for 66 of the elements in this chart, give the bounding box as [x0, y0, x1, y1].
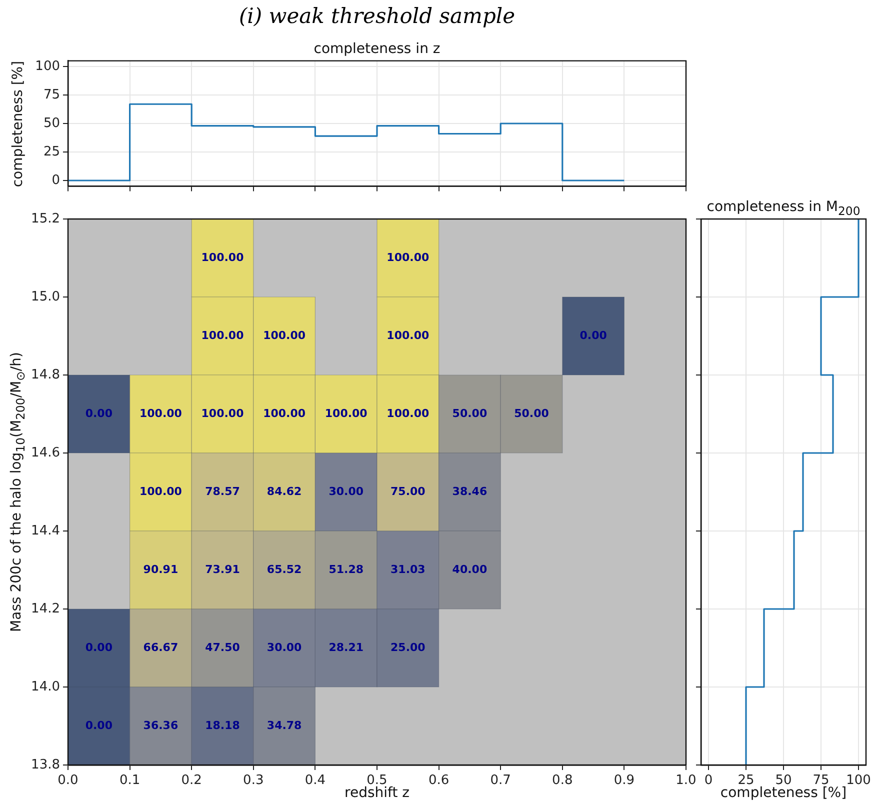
data-label: 0.00 — [85, 406, 113, 420]
data-label: 34.78 — [266, 718, 302, 732]
y-tick-label: 15.0 — [31, 289, 60, 304]
data-label: 100.00 — [263, 406, 306, 420]
y-tick-label: 100 — [35, 58, 60, 74]
data-label: 0.00 — [580, 328, 608, 342]
data-label: 73.91 — [205, 562, 240, 576]
chart-title: completeness in M$_{200}$ — [706, 199, 860, 218]
data-label: 36.36 — [143, 718, 178, 732]
y-tick-label: 14.2 — [31, 601, 60, 616]
data-label: 90.91 — [143, 562, 178, 576]
x-tick-label: 0.1 — [119, 773, 140, 788]
data-label: 100.00 — [386, 406, 430, 420]
data-label: 25.00 — [390, 640, 426, 654]
data-label: 100.00 — [201, 250, 244, 264]
data-label: 50.00 — [452, 406, 488, 420]
x-tick-label: 0.3 — [243, 773, 264, 788]
y-tick-label: 13.8 — [31, 757, 60, 772]
x-tick-label: 0.9 — [614, 773, 635, 788]
x-tick-label: 0.2 — [181, 773, 202, 788]
y-tick-label: 14.8 — [31, 367, 60, 382]
data-label: 66.67 — [143, 640, 178, 654]
y-tick-label: 25 — [43, 144, 60, 160]
data-label: 78.57 — [205, 484, 240, 498]
data-label: 100.00 — [139, 484, 182, 498]
x-tick-label: 0.7 — [490, 773, 511, 788]
y-tick-label: 14.0 — [31, 679, 60, 694]
chart-title: (i) weak threshold sample — [238, 4, 516, 28]
y-tick-label: 15.2 — [31, 211, 60, 226]
y-tick-label: 14.4 — [31, 523, 60, 538]
y-tick-label: 50 — [43, 116, 60, 131]
data-label: 75.00 — [390, 484, 426, 498]
data-label: 100.00 — [386, 328, 430, 342]
y-axis-title: completeness [%] — [10, 60, 26, 187]
x-tick-label: 100 — [846, 773, 871, 788]
x-axis-title: redshift z — [344, 785, 410, 801]
data-label: 30.00 — [266, 640, 302, 654]
data-label: 47.50 — [205, 640, 240, 654]
data-label: 28.21 — [328, 640, 364, 654]
data-label: 100.00 — [201, 406, 244, 420]
x-tick-label: 0.8 — [552, 773, 573, 788]
data-label: 30.00 — [328, 484, 364, 498]
data-label: 65.52 — [266, 562, 302, 576]
data-label: 100.00 — [386, 250, 430, 264]
data-label: 100.00 — [324, 406, 368, 420]
x-tick-label: 0.4 — [304, 773, 326, 788]
y-tick-label: 14.6 — [31, 445, 60, 460]
data-label: 50.00 — [514, 406, 550, 420]
x-tick-label: 0 — [704, 773, 713, 788]
y-tick-label: 0 — [52, 172, 60, 188]
data-label: 31.03 — [390, 562, 426, 576]
x-tick-label: 1.0 — [676, 773, 696, 788]
data-label: 0.00 — [85, 718, 113, 732]
x-tick-label: 0.0 — [58, 773, 78, 788]
data-label: 38.46 — [452, 484, 488, 498]
data-label: 100.00 — [201, 328, 244, 342]
data-label: 100.00 — [139, 406, 182, 420]
y-tick-label: 75 — [43, 87, 60, 102]
x-tick-label: 0.6 — [428, 773, 450, 788]
data-label: 84.62 — [266, 484, 302, 498]
data-label: 51.28 — [328, 562, 364, 576]
data-label: 0.00 — [85, 640, 113, 654]
data-label: 100.00 — [263, 328, 306, 342]
chart-subtitle: completeness in z — [314, 40, 440, 57]
data-label: 40.00 — [452, 562, 488, 576]
data-label: 18.18 — [205, 718, 240, 732]
